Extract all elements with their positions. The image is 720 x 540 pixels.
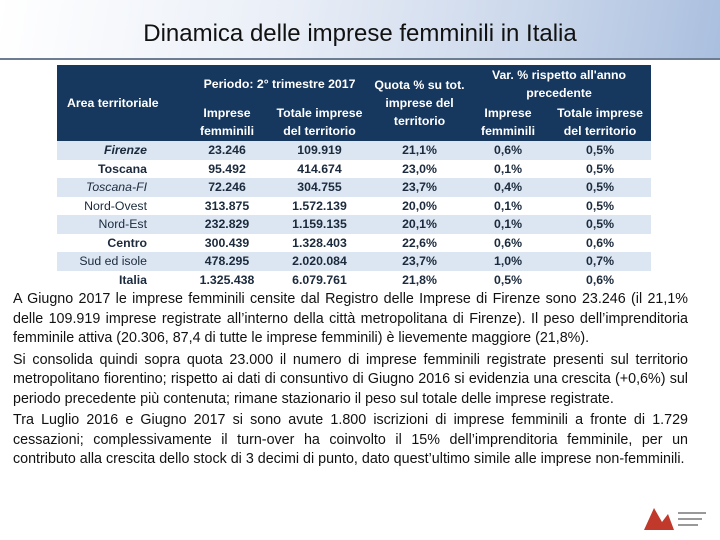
value-cell: 21,1% [372,141,467,160]
text-block: A Giugno 2017 le imprese femminili censi… [13,290,688,472]
header-cell: Quota % su tot. imprese del territorio [372,65,467,141]
value-cell: 232.829 [187,215,267,234]
area-cell: Nord-Est [57,215,187,234]
title-band [0,0,720,60]
value-cell: 0,5% [549,196,652,215]
header-cell: Imprese femminili [187,103,267,141]
value-cell: 72.246 [187,178,267,197]
value-cell: 23,7% [372,178,467,197]
paragraph: A Giugno 2017 le imprese femminili censi… [13,291,688,346]
value-cell: 0,6% [549,270,652,289]
value-cell: 0,4% [467,178,549,197]
table-row: Nord-Est 232.829 1.159.135 20,1% 0,1% 0,5% [57,215,652,234]
value-cell: 0,5% [549,215,652,234]
table-row: Nord-Ovest 313.875 1.572.139 20,0% 0,1% 0,5% [57,196,652,215]
header-cell: Totale imprese del territorio [267,103,372,141]
value-cell: 478.295 [187,252,267,271]
value-cell: 0,5% [549,159,652,178]
value-cell: 0,5% [549,141,652,160]
value-cell: 2.020.084 [267,252,372,271]
value-cell: 0,1% [467,159,549,178]
table-body: Firenze 23.246 109.919 21,1% 0,6% 0,5% Toscana… [57,141,652,289]
table-row: Sud ed isole 478.295 2.020.084 23,7% 1,0% 0,7… [57,252,652,271]
value-cell: 0,6% [549,233,652,252]
logo-line [678,518,702,520]
value-cell: 22,6% [372,233,467,252]
paragraph: Si consolida quindi sopra quota 23.000 i… [13,351,688,407]
area-cell: Nord-Ovest [57,196,187,215]
value-cell: 1.159.135 [267,215,372,234]
value-cell: 23,7% [372,252,467,271]
table-row: Centro 300.439 1.328.403 22,6% 0,6% 0,6% [57,233,652,252]
value-cell: 0,1% [467,196,549,215]
value-cell: 414.674 [267,159,372,178]
value-cell: 23,0% [372,159,467,178]
value-cell: 0,5% [467,270,549,289]
value-cell: 23.246 [187,141,267,160]
paragraph: Tra Luglio 2016 e Giugno 2017 si sono av… [13,412,688,467]
value-cell: 1.328.403 [267,233,372,252]
table-row: Firenze 23.246 109.919 21,1% 0,6% 0,5% [57,141,652,160]
table-row: Toscana-FI 72.246 304.755 23,7% 0,4% 0,5% [57,178,652,197]
logo [644,508,706,530]
value-cell: 300.439 [187,233,267,252]
header-cell: Var. % rispetto all'anno precedente [467,65,652,103]
value-cell: 0,5% [549,178,652,197]
area-cell: Italia [57,270,187,289]
logo-line [678,512,706,514]
value-cell: 95.492 [187,159,267,178]
area-cell: Sud ed isole [57,252,187,271]
value-cell: 313.875 [187,196,267,215]
value-cell: 1.325.438 [187,270,267,289]
header-cell: Totale imprese del territorio [549,103,652,141]
value-cell: 109.919 [267,141,372,160]
data-table: Area territoriale Periodo: 2° trimestre … [57,65,652,289]
table-row: Toscana 95.492 414.674 23,0% 0,1% 0,5% [57,159,652,178]
value-cell: 20,0% [372,196,467,215]
value-cell: 1,0% [467,252,549,271]
table-row: Italia 1.325.438 6.079.761 21,8% 0,5% 0,6% [57,270,652,289]
area-cell: Toscana-FI [57,178,187,197]
value-cell: 0,7% [549,252,652,271]
area-cell: Toscana [57,159,187,178]
value-cell: 21,8% [372,270,467,289]
area-cell: Centro [57,233,187,252]
value-cell: 304.755 [267,178,372,197]
value-cell: 0,6% [467,141,549,160]
header-cell: Area territoriale [57,65,187,141]
area-cell: Firenze [57,141,187,160]
value-cell: 20,1% [372,215,467,234]
header-cell: Imprese femminili [467,103,549,141]
logo-line [678,524,698,526]
value-cell: 0,1% [467,215,549,234]
value-cell: 0,6% [467,233,549,252]
value-cell: 1.572.139 [267,196,372,215]
header-cell: Periodo: 2° trimestre 2017 [187,65,372,103]
slide-title: Dinamica delle imprese femminili in Ital… [143,20,577,47]
value-cell: 6.079.761 [267,270,372,289]
logo-mark [644,508,674,530]
